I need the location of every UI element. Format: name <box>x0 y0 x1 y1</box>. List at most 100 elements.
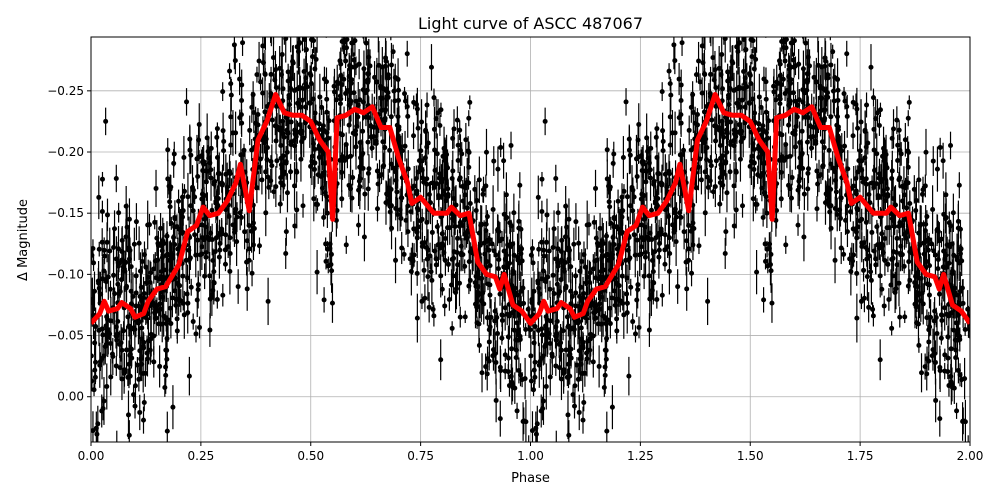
data-point <box>612 288 617 293</box>
data-point <box>833 178 838 183</box>
data-point <box>495 331 500 336</box>
data-point <box>98 487 103 492</box>
data-point <box>657 248 662 253</box>
data-point <box>949 346 954 351</box>
data-point <box>648 231 653 236</box>
data-point <box>647 273 652 278</box>
data-point <box>709 163 714 168</box>
data-point <box>485 356 490 361</box>
data-point <box>925 356 930 361</box>
data-point <box>564 347 569 352</box>
data-point <box>177 227 182 232</box>
data-point <box>155 241 160 246</box>
data-point <box>634 156 639 161</box>
data-point <box>855 126 860 131</box>
data-point <box>165 147 170 152</box>
data-point <box>859 168 864 173</box>
data-point <box>883 163 888 168</box>
data-point <box>157 364 162 369</box>
data-point <box>827 148 832 153</box>
data-point <box>891 249 896 254</box>
data-point <box>536 286 541 291</box>
data-point <box>343 58 348 63</box>
data-point <box>310 15 315 20</box>
data-point <box>932 351 937 356</box>
data-point <box>271 55 276 60</box>
data-point <box>703 210 708 215</box>
data-point <box>673 207 678 212</box>
data-point <box>382 145 387 150</box>
data-point <box>344 18 349 23</box>
data-point <box>828 28 833 33</box>
data-point <box>710 55 715 60</box>
data-point <box>488 324 493 329</box>
data-point <box>188 153 193 158</box>
data-point <box>933 360 938 365</box>
data-point <box>526 307 531 312</box>
data-point <box>249 105 254 110</box>
data-point <box>280 52 285 57</box>
data-point <box>803 24 808 29</box>
data-point <box>191 208 196 213</box>
data-point <box>660 89 665 94</box>
data-point <box>208 231 213 236</box>
data-point <box>709 117 714 122</box>
data-point <box>581 345 586 350</box>
data-point <box>220 182 225 187</box>
data-point <box>271 189 276 194</box>
data-point <box>552 226 557 231</box>
data-point <box>534 432 539 437</box>
data-point <box>404 218 409 223</box>
data-point <box>105 212 110 217</box>
data-point <box>724 190 729 195</box>
data-point <box>321 215 326 220</box>
data-point <box>408 209 413 214</box>
data-point <box>904 236 909 241</box>
data-point <box>702 26 707 31</box>
data-point <box>783 58 788 63</box>
data-point <box>353 128 358 133</box>
data-point <box>841 252 846 257</box>
data-point <box>777 158 782 163</box>
data-point <box>89 378 94 383</box>
data-point <box>220 293 225 298</box>
data-point <box>931 159 936 164</box>
data-point <box>907 100 912 105</box>
data-point <box>897 315 902 320</box>
data-point <box>391 49 396 54</box>
data-point <box>138 269 143 274</box>
data-point <box>632 232 637 237</box>
data-point <box>92 289 97 294</box>
data-point <box>880 243 885 248</box>
data-point <box>551 273 556 278</box>
data-point <box>833 258 838 263</box>
data-point <box>420 168 425 173</box>
data-point <box>114 444 119 449</box>
data-point <box>215 297 220 302</box>
data-point <box>493 309 498 314</box>
data-point <box>935 266 940 271</box>
data-point <box>620 208 625 213</box>
data-point <box>544 212 549 217</box>
data-point <box>335 80 340 85</box>
data-point <box>748 2 753 7</box>
data-point <box>828 114 833 119</box>
data-point <box>409 269 414 274</box>
data-point <box>956 219 961 224</box>
data-point <box>493 351 498 356</box>
data-point <box>702 109 707 114</box>
data-point <box>528 353 533 358</box>
data-point <box>689 105 694 110</box>
data-point <box>919 222 924 227</box>
data-point <box>172 288 177 293</box>
data-point <box>370 11 375 16</box>
data-point <box>667 269 672 274</box>
data-point <box>227 69 232 74</box>
data-point <box>137 319 142 324</box>
data-point <box>935 167 940 172</box>
data-point <box>801 234 806 239</box>
data-point <box>557 342 562 347</box>
data-point <box>763 13 768 18</box>
data-point <box>854 235 859 240</box>
data-point <box>415 107 420 112</box>
